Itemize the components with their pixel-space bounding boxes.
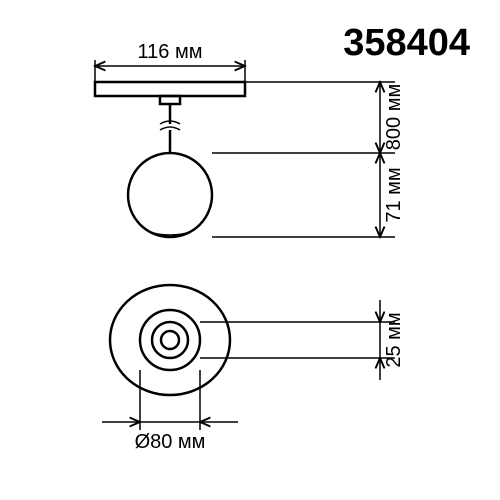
mid-ring bbox=[140, 310, 200, 370]
bottom-view bbox=[110, 285, 230, 395]
dim-width-top-label: 116 мм bbox=[138, 41, 203, 63]
dim-width-top: 116 мм bbox=[95, 41, 245, 82]
hanger-cap bbox=[160, 96, 180, 104]
sphere-body bbox=[128, 153, 212, 237]
inner-ring bbox=[152, 322, 188, 358]
technical-drawing: 116 мм 800 мм 71 мм bbox=[0, 0, 500, 500]
outer-ring bbox=[110, 285, 230, 395]
dim-diameter-label: Ø80 мм bbox=[135, 431, 206, 453]
dim-right-side: 800 мм 71 мм bbox=[212, 82, 405, 237]
dim-cable-label: 800 мм bbox=[383, 84, 405, 150]
ceiling-plate bbox=[95, 82, 245, 96]
cable-break-lower bbox=[160, 127, 180, 130]
dim-bottom-height-label: 25 мм bbox=[383, 312, 405, 367]
side-view bbox=[95, 82, 245, 237]
product-code: 358404 bbox=[343, 22, 470, 65]
dim-diameter: Ø80 мм bbox=[102, 370, 238, 453]
center-ring bbox=[161, 331, 179, 349]
dim-sphere-label: 71 мм bbox=[383, 167, 405, 222]
